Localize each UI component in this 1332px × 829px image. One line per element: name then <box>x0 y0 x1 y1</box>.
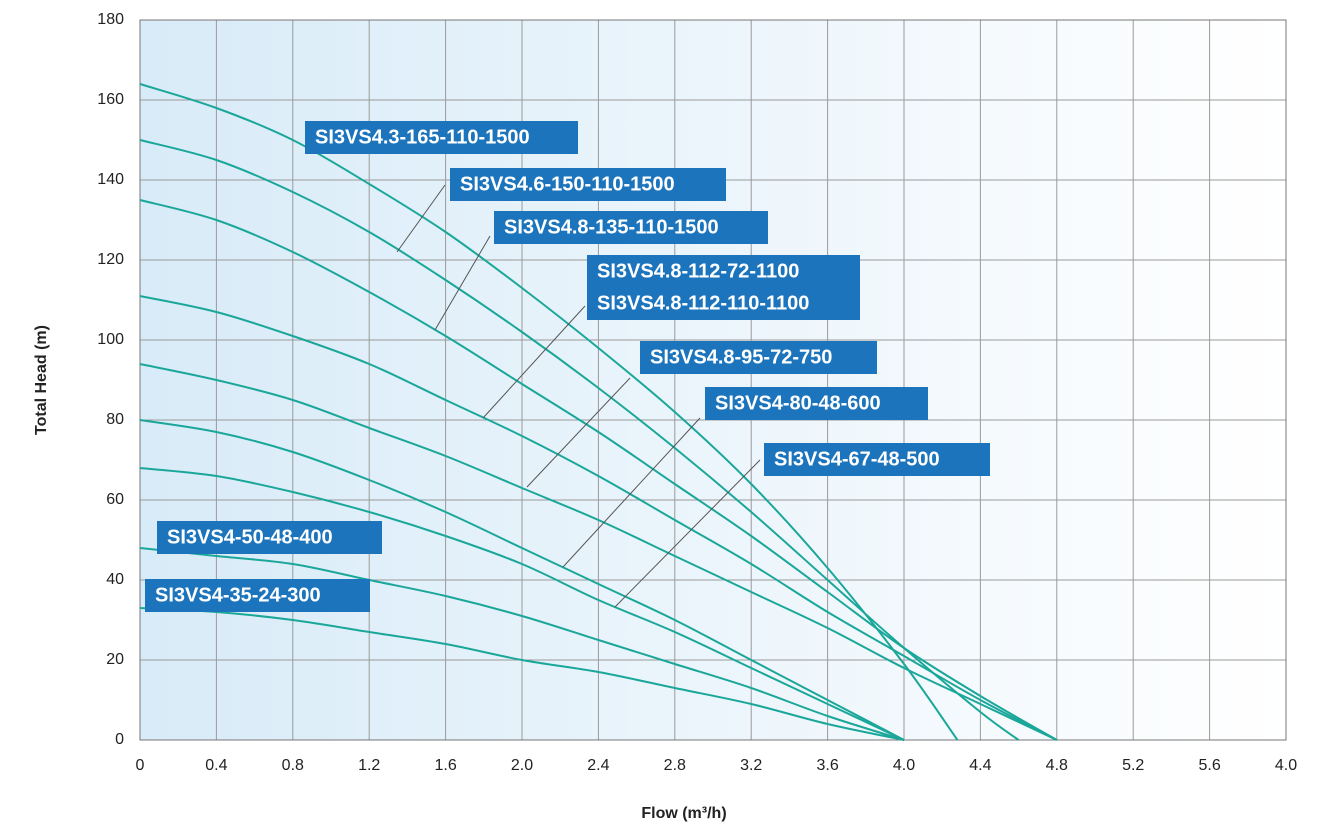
y-tick-label: 100 <box>97 331 124 348</box>
annotation-label: SI3VS4.8-135-110-1500 <box>504 216 719 238</box>
y-tick-label: 140 <box>97 171 124 188</box>
leader-line <box>434 235 491 331</box>
curve <box>139 199 1058 741</box>
annotation-box <box>764 443 990 476</box>
x-tick-label: 2.0 <box>511 757 533 774</box>
x-tick-label: 4.0 <box>893 757 915 774</box>
y-tick-label: 20 <box>106 651 124 668</box>
annotation-box <box>494 211 768 244</box>
x-tick-label: 0.4 <box>205 757 227 774</box>
y-tick-label: 180 <box>97 11 124 28</box>
curve <box>139 83 959 741</box>
x-tick-label: 4.4 <box>969 757 991 774</box>
annotation-box <box>450 168 726 201</box>
y-tick-label: 80 <box>106 411 124 428</box>
plot-border <box>139 19 1287 741</box>
annotation-label: SI3VS4.6-150-110-1500 <box>460 173 675 195</box>
y-tick-label: 160 <box>97 91 124 108</box>
annotation-label: SI3VS4.8-112-110-1100 <box>597 292 809 314</box>
x-axis-title: Flow (m³/h) <box>641 805 726 822</box>
x-tick-label: 1.2 <box>358 757 380 774</box>
x-tick-label: 2.4 <box>587 757 609 774</box>
annotation-box <box>145 579 370 612</box>
curve <box>139 295 1058 741</box>
x-tick-label: 0 <box>136 757 145 774</box>
x-tick-label: 4.8 <box>1046 757 1068 774</box>
annotation-label: SI3VS4.8-112-72-1100 <box>597 260 799 282</box>
annotation-label: SI3VS4.8-95-72-750 <box>650 346 832 368</box>
x-tick-label: 1.6 <box>434 757 456 774</box>
annotation-label: SI3VS4-80-48-600 <box>715 392 881 414</box>
leader-line <box>526 377 631 488</box>
annotation-label: SI3VS4-35-24-300 <box>155 584 321 606</box>
y-tick-label: 40 <box>106 571 124 588</box>
annotation-label: SI3VS4-67-48-500 <box>774 448 940 470</box>
x-tick-label: 0.8 <box>282 757 304 774</box>
annotation-box <box>587 287 860 320</box>
annotation-label: SI3VS4.3-165-110-1500 <box>315 126 530 148</box>
curve <box>139 419 905 741</box>
leader-line <box>396 184 446 253</box>
annotation-box <box>587 255 860 288</box>
x-tick-label: 3.6 <box>816 757 838 774</box>
x-tick-label: 5.2 <box>1122 757 1144 774</box>
x-tick-label: 4.0 <box>1275 757 1297 774</box>
y-tick-label: 120 <box>97 251 124 268</box>
y-tick-label: 0 <box>115 731 124 748</box>
annotation-box <box>705 387 928 420</box>
leader-line <box>562 417 701 568</box>
curve <box>139 467 905 741</box>
curve <box>139 607 905 741</box>
x-tick-label: 5.6 <box>1198 757 1220 774</box>
y-tick-label: 60 <box>106 491 124 508</box>
x-tick-label: 3.2 <box>740 757 762 774</box>
curve <box>139 547 905 741</box>
annotation-label: SI3VS4-50-48-400 <box>167 526 333 548</box>
leader-line <box>482 305 586 419</box>
annotation-box <box>640 341 877 374</box>
x-tick-label: 2.8 <box>664 757 686 774</box>
curve <box>139 363 1058 741</box>
annotation-box <box>157 521 382 554</box>
y-axis-title: Total Head (m) <box>33 325 50 435</box>
annotation-box <box>305 121 578 154</box>
leader-line <box>614 459 761 608</box>
